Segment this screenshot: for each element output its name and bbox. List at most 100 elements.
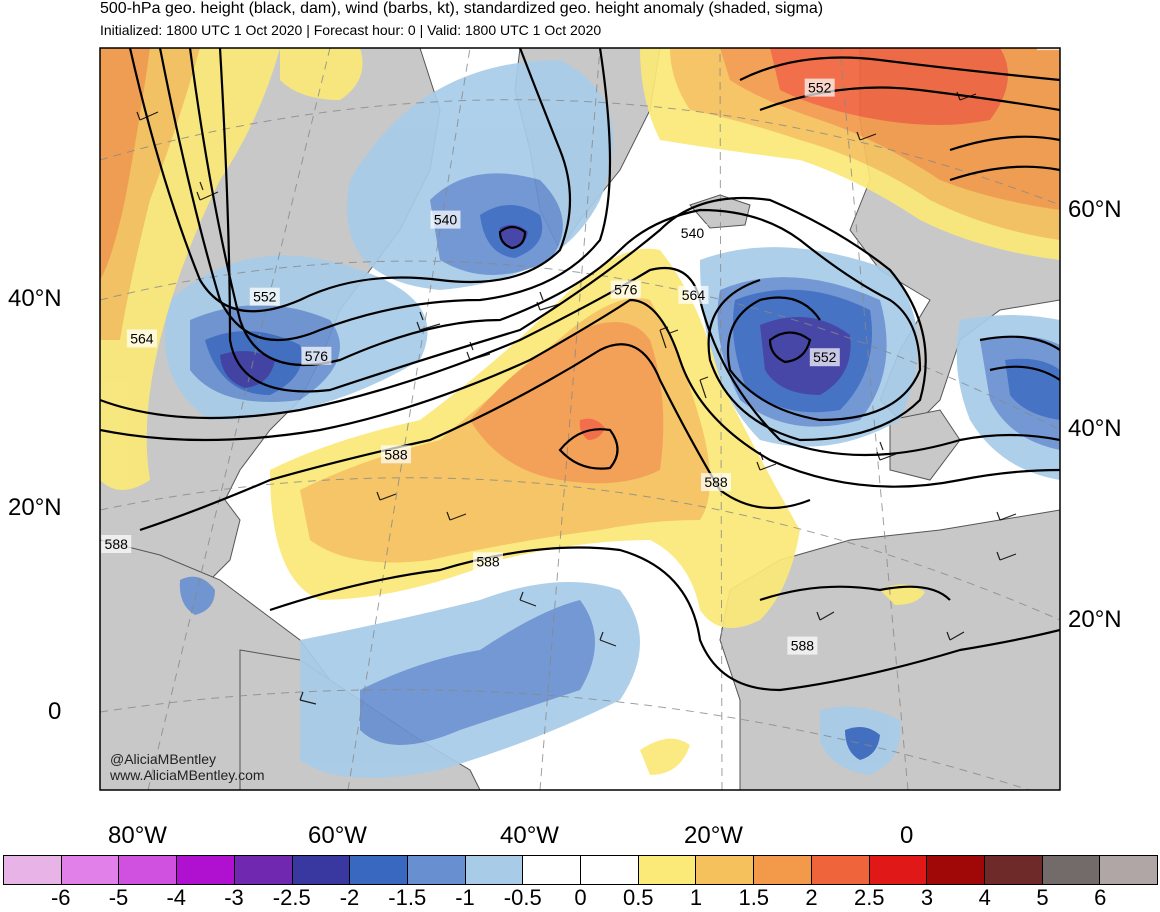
colorbar-swatch (60, 855, 120, 885)
grid-lat-60 (100, 99, 1060, 206)
contour-label: 564 (682, 287, 706, 303)
lat-label-left: 20°N (8, 494, 62, 521)
contour-label: 552 (813, 349, 837, 365)
map-subtitle: Initialized: 1800 UTC 1 Oct 2020 | Forec… (100, 22, 602, 38)
map-title: 500-hPa geo. height (black, dam), wind (… (100, 0, 824, 17)
colorbar-label: -6 (50, 885, 71, 910)
colorbar-label: 1 (689, 885, 703, 910)
colorbar-label: 3 (920, 885, 934, 910)
grid-lon-20w (719, 48, 723, 790)
contour-line (768, 331, 812, 364)
contour-label-bg (301, 346, 332, 365)
contour-line (188, 48, 922, 422)
map-panel: 564 552 540 540 552 564 576 564 576 552 588 588 588 5… (100, 48, 1060, 790)
lon-label: 40°W (500, 822, 559, 849)
credit-website: www.AliciaMBentley.com (110, 767, 265, 783)
anomaly-neg-eastus-max (220, 351, 275, 388)
contour-line (498, 225, 527, 250)
contour-line (949, 135, 1060, 182)
contour-label: 588 (791, 638, 815, 654)
contour-label-bg (610, 280, 641, 299)
wind-barb (876, 441, 897, 461)
wind-barb (536, 291, 561, 311)
africa-land (719, 509, 1060, 790)
contour-label: 564 (130, 330, 154, 346)
contour-line (128, 48, 572, 313)
colorbar-label: 4 (978, 885, 991, 910)
colorbar-swatch (695, 855, 755, 885)
contour-label-bg (804, 78, 835, 97)
wind-barb (756, 451, 777, 471)
colorbar-label: -5 (108, 885, 129, 910)
wind-barb (699, 376, 709, 399)
wind-barb (519, 591, 537, 607)
colorbar-swatch (810, 855, 870, 885)
anomaly-pos-equatorial (640, 738, 690, 775)
lon-label: 60°W (308, 822, 367, 849)
lat-label-right: 40°N (1068, 415, 1122, 442)
contour-label: 552 (253, 289, 277, 305)
wind-barb (956, 91, 977, 101)
grid-lat-0 (100, 689, 1031, 790)
colorbar-label: -1 (455, 885, 475, 910)
anomaly-neg-eastatl-max (760, 317, 851, 395)
colorbar-label: 2.5 (853, 885, 885, 910)
colorbar-label: -3 (224, 885, 244, 910)
anomaly-pos-subtropical-15 (470, 322, 664, 484)
contour-label-bg (809, 348, 840, 367)
contour-label: 576 (305, 348, 329, 364)
colorbar-swatch (349, 855, 408, 885)
colorbar-swatch (118, 855, 178, 885)
colorbar-label: 6 (1094, 885, 1107, 910)
wind-barb (376, 491, 397, 501)
contour-label: 588 (704, 474, 728, 490)
contour-line (979, 335, 1060, 381)
contour-line (218, 48, 927, 442)
colorbar-swatch (580, 855, 639, 885)
colorbar-label: -4 (166, 885, 187, 910)
colorbar-swatch (868, 855, 928, 885)
grid-lat-40 (100, 260, 1060, 431)
colorbar-swatch (1099, 855, 1159, 885)
colorbar-label: -2 (339, 885, 360, 910)
graticule (100, 48, 1060, 790)
contour-label-bg (1037, 48, 1060, 51)
contour-label-bg (701, 473, 731, 492)
colorbar-swatch (983, 855, 1043, 885)
contour-label-bg (126, 329, 157, 348)
contour-label-bg (473, 552, 503, 571)
wind-barb (299, 691, 317, 705)
contour-line (759, 585, 951, 602)
contour-line (158, 48, 612, 342)
anomaly-neg-europe-center (1005, 358, 1060, 420)
contour-line (100, 266, 1060, 457)
wind-barb (946, 631, 965, 641)
anomaly-colorbar (3, 855, 1159, 885)
lon-label: 80°W (108, 822, 167, 849)
colorbar-label: 1.5 (738, 885, 770, 910)
grid-lon-0 (839, 48, 909, 790)
contour-label: 588 (476, 553, 500, 569)
contour-label-bg (677, 224, 708, 243)
contour-label-bg (249, 287, 280, 306)
wind-barb (136, 111, 159, 121)
anomaly-pos-nwcorner (280, 48, 363, 100)
lon-label: 20°W (684, 822, 743, 849)
lon-label: 0 (900, 822, 914, 849)
contour-label-bg (381, 445, 411, 464)
contour-label: 576 (614, 282, 638, 298)
colorbar-swatch (3, 855, 62, 885)
contour-label: 540 (681, 225, 705, 241)
contour-labels: 564 552 540 540 552 564 576 564 576 552 588 588 588 5… (101, 48, 1060, 655)
contour-label: 552 (808, 80, 832, 96)
colorbar-swatch (1041, 855, 1101, 885)
colorbar-label: 5 (1036, 885, 1049, 910)
wind-barb (856, 131, 877, 141)
colorbar-swatch (522, 855, 582, 885)
lat-label-left: 0 (48, 698, 62, 725)
colorbar-label: 0.5 (622, 885, 654, 910)
contour-label-bg (430, 210, 461, 229)
colorbar-swatch (406, 855, 466, 885)
wind-barb (996, 511, 1017, 521)
